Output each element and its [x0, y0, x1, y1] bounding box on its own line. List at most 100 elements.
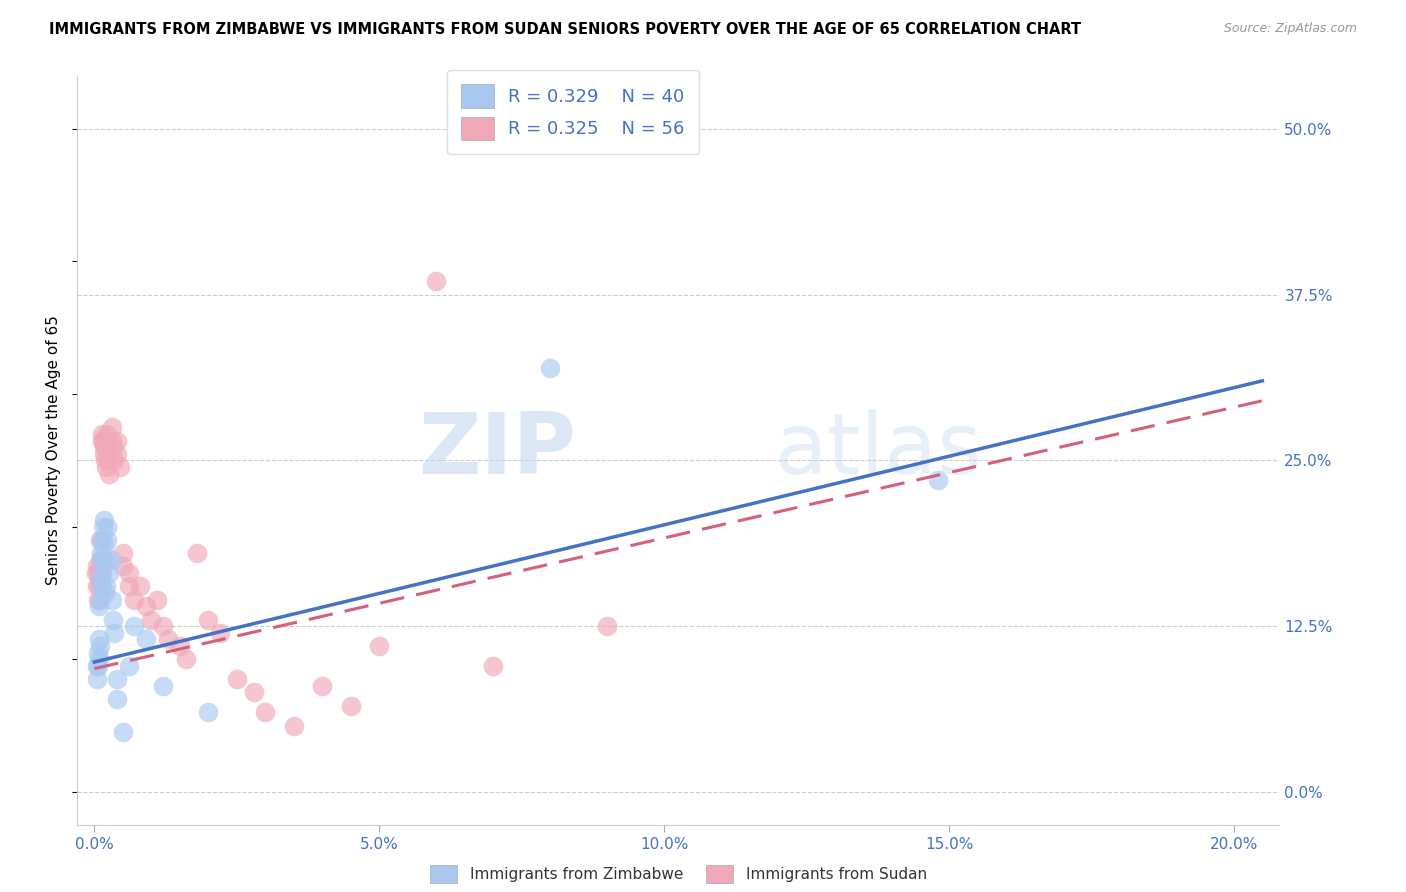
- Point: [105, 447, 128, 461]
- Point: [91, 434, 114, 448]
- Point: [93, 447, 115, 461]
- Point: [129, 579, 152, 593]
- Point: [96, 519, 118, 533]
- Point: [157, 632, 180, 647]
- Point: [96, 426, 118, 441]
- Point: [94, 434, 117, 448]
- Point: [152, 619, 174, 633]
- Point: [105, 672, 128, 686]
- Point: [100, 592, 122, 607]
- Point: [91, 579, 114, 593]
- Point: [108, 460, 131, 475]
- Point: [340, 698, 363, 713]
- Point: [124, 619, 146, 633]
- Point: [96, 533, 118, 547]
- Point: [94, 579, 117, 593]
- Point: [117, 659, 139, 673]
- Legend: Immigrants from Zimbabwe, Immigrants from Sudan: Immigrants from Zimbabwe, Immigrants fro…: [423, 859, 934, 888]
- Point: [89, 592, 111, 607]
- Point: [208, 625, 231, 640]
- Point: [101, 613, 124, 627]
- Point: [124, 592, 146, 607]
- Point: [94, 553, 117, 567]
- Point: [100, 420, 122, 434]
- Point: [96, 453, 118, 467]
- Point: [117, 579, 139, 593]
- Point: [596, 619, 619, 633]
- Point: [84, 566, 107, 581]
- Point: [87, 579, 110, 593]
- Point: [90, 566, 112, 581]
- Point: [225, 672, 247, 686]
- Point: [146, 592, 169, 607]
- Point: [90, 553, 112, 567]
- Point: [87, 592, 110, 607]
- Point: [97, 566, 120, 581]
- Point: [86, 672, 108, 686]
- Point: [105, 692, 128, 706]
- Text: atlas: atlas: [775, 409, 983, 492]
- Point: [101, 440, 124, 454]
- Point: [91, 434, 114, 448]
- Point: [89, 639, 111, 653]
- Point: [87, 599, 110, 614]
- Point: [93, 453, 115, 467]
- Point: [86, 659, 108, 673]
- Point: [117, 566, 139, 581]
- Point: [482, 659, 505, 673]
- Point: [135, 632, 157, 647]
- Point: [311, 679, 333, 693]
- Point: [105, 434, 128, 448]
- Point: [89, 573, 111, 587]
- Point: [93, 553, 115, 567]
- Text: ZIP: ZIP: [419, 409, 576, 492]
- Point: [91, 533, 114, 547]
- Point: [141, 613, 163, 627]
- Point: [283, 718, 305, 732]
- Point: [93, 586, 115, 600]
- Point: [100, 434, 122, 448]
- Point: [111, 559, 134, 574]
- Point: [111, 725, 134, 739]
- Point: [135, 599, 157, 614]
- Point: [103, 453, 125, 467]
- Point: [90, 533, 112, 547]
- Point: [100, 553, 122, 567]
- Point: [197, 706, 219, 720]
- Point: [89, 559, 111, 574]
- Point: [86, 559, 108, 574]
- Text: IMMIGRANTS FROM ZIMBABWE VS IMMIGRANTS FROM SUDAN SENIORS POVERTY OVER THE AGE O: IMMIGRANTS FROM ZIMBABWE VS IMMIGRANTS F…: [49, 22, 1081, 37]
- Point: [538, 360, 561, 375]
- Point: [254, 706, 277, 720]
- Point: [169, 639, 191, 653]
- Point: [87, 566, 110, 581]
- Point: [89, 533, 111, 547]
- Point: [90, 426, 112, 441]
- Point: [152, 679, 174, 693]
- Point: [93, 440, 115, 454]
- Point: [87, 632, 110, 647]
- Text: Source: ZipAtlas.com: Source: ZipAtlas.com: [1223, 22, 1357, 36]
- Point: [90, 546, 112, 560]
- Point: [97, 467, 120, 481]
- Point: [927, 473, 949, 487]
- Point: [87, 652, 110, 666]
- Point: [94, 460, 117, 475]
- Point: [90, 566, 112, 581]
- Point: [243, 685, 266, 699]
- Point: [111, 546, 134, 560]
- Point: [174, 652, 197, 666]
- Point: [186, 546, 208, 560]
- Point: [89, 553, 111, 567]
- Point: [197, 613, 219, 627]
- Point: [86, 579, 108, 593]
- Point: [87, 646, 110, 660]
- Point: [87, 659, 110, 673]
- Point: [425, 274, 447, 288]
- Point: [91, 519, 114, 533]
- Point: [93, 513, 115, 527]
- Point: [103, 625, 125, 640]
- Point: [93, 540, 115, 554]
- Y-axis label: Seniors Poverty Over the Age of 65: Seniors Poverty Over the Age of 65: [46, 316, 62, 585]
- Point: [96, 440, 118, 454]
